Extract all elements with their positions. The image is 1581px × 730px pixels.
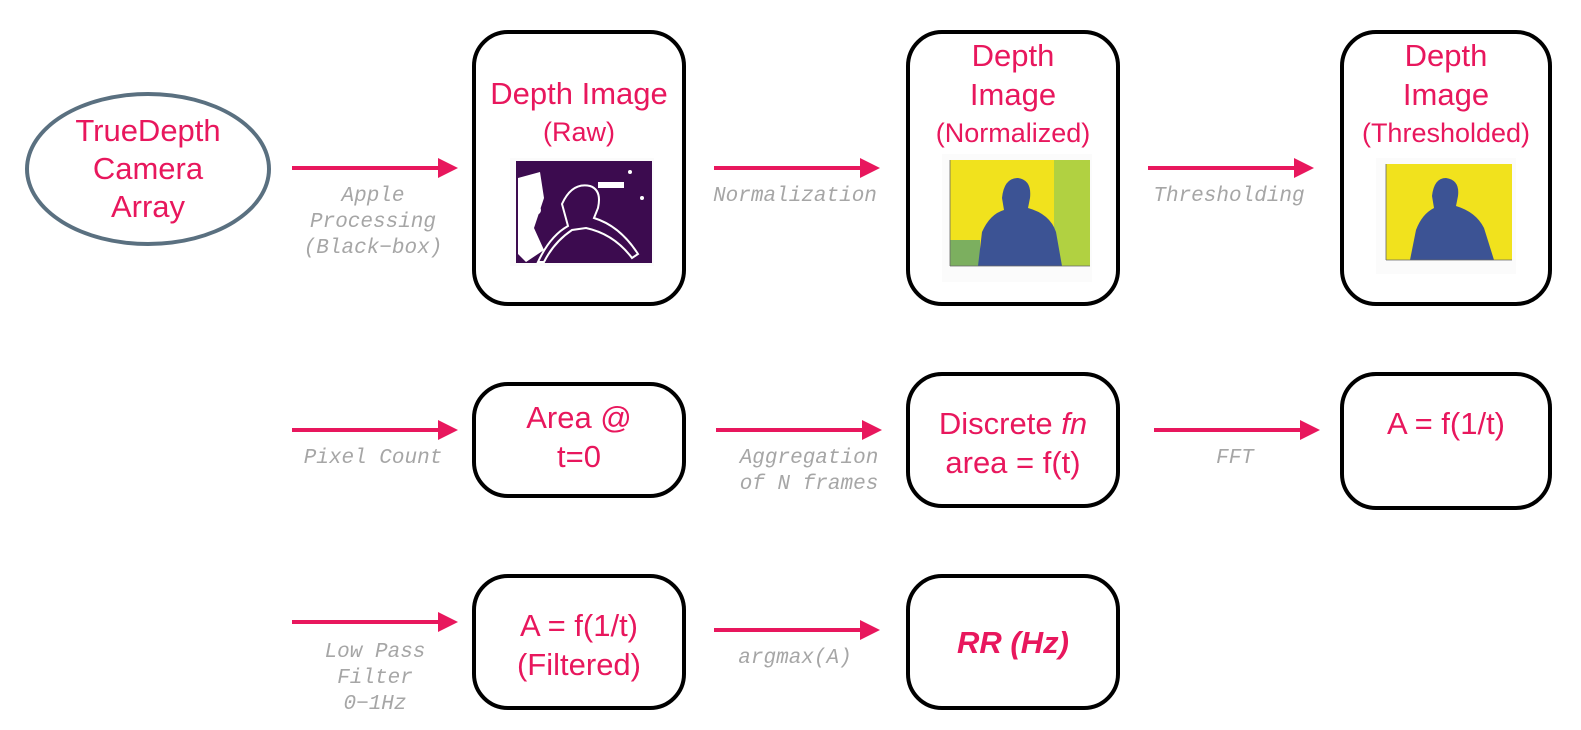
node-title: Discrete fn (938, 406, 1088, 441)
discrete-fn-node: Discrete fn area = f(t) (906, 372, 1120, 508)
node-subtitle: (Filtered) (516, 647, 641, 682)
node-title: t=0 (557, 439, 601, 474)
arrow-icon (714, 158, 880, 178)
depth-thresholded-thumbnail (1376, 158, 1516, 274)
depth-normalized-thumbnail (942, 154, 1092, 282)
depth-image-normalized-node: Depth Image (Normalized) (906, 30, 1120, 306)
area-t0-node: Area @ t=0 (472, 382, 686, 498)
filtered-spectrum-node: A = f(1/t) (Filtered) (472, 574, 686, 710)
arrow-icon (292, 158, 458, 178)
node-title: RR (Hz) (957, 624, 1069, 660)
edge-label-argmax: argmax(A) (738, 647, 852, 670)
node-line: TrueDepth (75, 113, 221, 148)
edge-label-normalization: Normalization (713, 185, 877, 208)
node-title: A = f(1/t) (1386, 406, 1506, 441)
arrow-icon (292, 420, 458, 440)
node-title: Depth (971, 38, 1055, 73)
frequency-spectrum-node: A = f(1/t) (1340, 372, 1552, 510)
node-title: Image (969, 77, 1057, 112)
node-line: Array (110, 189, 186, 224)
node-subtitle: (Normalized) (935, 118, 1091, 148)
arrow-icon (1154, 420, 1320, 440)
respiratory-rate-node: RR (Hz) (906, 574, 1120, 710)
edge-label-thresholding: Thresholding (1153, 185, 1305, 208)
node-title: Depth (1404, 38, 1488, 73)
node-title: Depth Image (490, 76, 668, 111)
node-title: A = f(1/t) (519, 608, 639, 643)
node-title: Area @ (526, 400, 632, 435)
node-title: area = f(t) (945, 445, 1081, 480)
edge-label-fft: FFT (1216, 447, 1254, 470)
node-subtitle: (Raw) (543, 117, 615, 147)
arrow-icon (1148, 158, 1314, 178)
edge-label-aggregation: Aggregation of N frames (739, 447, 879, 496)
edge-label-apple-processing: Apple Processing (Black−box) (303, 185, 443, 260)
node-title: Image (1402, 77, 1490, 112)
arrow-icon (714, 620, 880, 640)
node-subtitle: (Thresholded) (1361, 118, 1531, 148)
truedepth-camera-node: TrueDepth Camera Array (25, 92, 271, 246)
node-line: Camera (92, 151, 204, 186)
arrow-icon (716, 420, 882, 440)
depth-image-thresholded-node: Depth Image (Thresholded) (1340, 30, 1552, 306)
arrow-icon (292, 612, 458, 632)
depth-image-raw-node: Depth Image (Raw) (472, 30, 686, 306)
depth-raw-thumbnail (510, 158, 654, 266)
edge-label-low-pass-filter: Low Pass Filter 0−1Hz (324, 641, 426, 716)
edge-label-pixel-count: Pixel Count (303, 447, 443, 470)
